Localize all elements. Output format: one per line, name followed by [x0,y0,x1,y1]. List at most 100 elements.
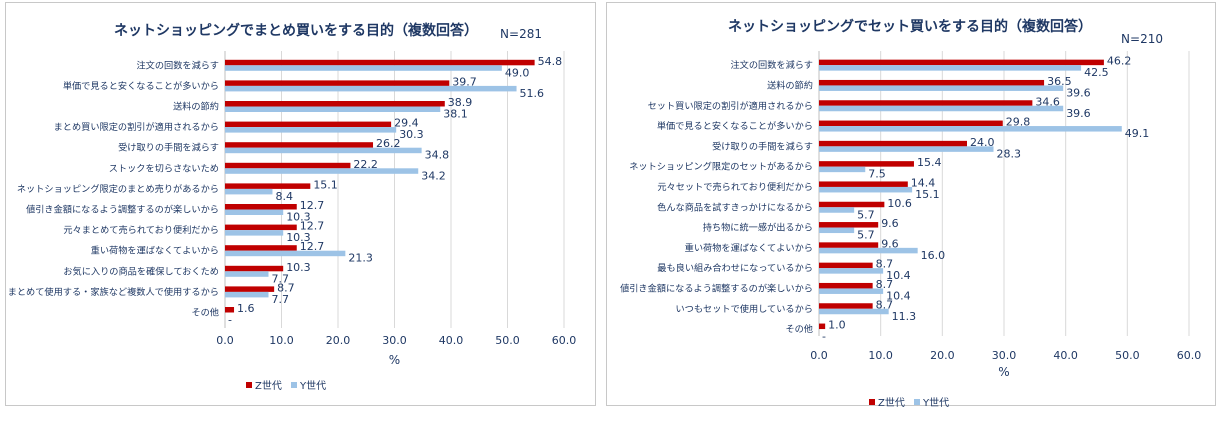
bar-y-generation [819,268,884,274]
value-label-y: 34.2 [421,169,446,182]
bar-z-generation [225,80,450,86]
x-axis-title: % [998,365,1009,379]
value-label-z: 22.2 [353,158,378,171]
bar-z-generation [225,307,235,313]
value-label-z: 54.8 [538,55,563,68]
value-label-z: 12.7 [300,240,325,253]
bar-y-generation [225,188,273,195]
x-tick-label: 30.0 [992,349,1017,362]
bar-z-generation [819,181,908,187]
value-label-y: 15.1 [915,188,940,201]
bar-y-generation [819,105,1064,112]
bar-z-generation [225,204,297,210]
value-label-y: 11.3 [892,310,917,323]
value-label-z: 29.4 [394,117,419,130]
x-axis-title: % [389,353,400,367]
x-tick-label: 20.0 [930,349,955,362]
bar-y-generation [225,230,284,236]
category-label: 持ち物に統一感が出るから [703,222,813,234]
x-tick-label: 60.0 [552,334,577,347]
bar-y-generation [819,65,1082,71]
category-label: 色んな商品を試すきっかけになるから [657,201,813,213]
value-label-z: 1.6 [237,302,255,315]
bar-z-generation [225,59,535,66]
x-tick-label: 30.0 [382,334,407,347]
category-label: まとめ買い限定の割引が適用されるから [54,121,219,133]
category-label: 注文の回数を減らす [730,59,813,71]
bar-z-generation [819,201,885,208]
category-label: 元々セットで売られており便利だから [657,181,813,193]
value-label-y: 10.3 [286,231,311,244]
category-label: 単価で見ると安くなることが多いから [657,120,813,132]
value-label-y: 10.4 [886,289,911,302]
bar-z-generation [819,79,1045,86]
chart-title: ネットショッピングでまとめ買いをする目的（複数回答） [114,22,478,39]
x-tick-label: 0.0 [810,349,828,362]
legend-swatch [246,382,252,388]
x-tick-label: 50.0 [1115,349,1140,362]
category-label: 重い荷物を運ばなくてよいから [685,242,813,254]
category-label: 最も良い組み合わせになっているから [657,262,813,274]
value-label-z: 39.7 [452,75,477,88]
value-label-z: 8.7 [876,298,894,311]
value-label-y: 38.1 [443,108,468,121]
bar-y-generation [225,168,419,174]
sample-size-note: N=210 [1121,32,1163,46]
category-label: 受け取りの手間を減らす [712,140,813,152]
legend-swatch [291,382,297,388]
value-label-y: 51.6 [520,87,545,100]
bar-y-generation [225,209,284,215]
value-label-z: 34.6 [1035,95,1060,108]
bar-z-generation [225,224,297,231]
value-label-z: 10.6 [887,197,912,210]
category-label: ネットショッピング限定のまとめ売りがあるから [17,183,219,195]
legend-label: Y世代 [299,380,326,392]
value-label-z: 14.4 [911,176,936,189]
value-label-y: 5.7 [857,208,875,221]
value-label-z: 26.2 [376,137,401,150]
legend-label: Z世代 [878,397,905,407]
bar-z-generation [819,222,879,228]
bar-z-generation [819,323,826,330]
bar-z-generation [819,100,1033,106]
bar-y-generation [819,227,855,234]
value-label-y: 10.3 [286,211,311,224]
value-label-z: 9.6 [881,217,899,230]
bar-y-generation [225,85,517,92]
bar-y-generation [819,166,866,173]
x-tick-label: 20.0 [326,334,351,347]
value-label-z: 8.7 [876,278,894,291]
chart-title: ネットショッピングでセット買いをする目的（複数回答） [728,18,1092,35]
value-label-y: 28.3 [997,147,1022,160]
bar-z-generation [819,120,1003,127]
value-label-z: 8.7 [876,258,894,271]
category-label: 値引き金額になるよう調整するのが楽しいから [620,282,813,294]
bar-z-generation [225,162,351,169]
x-tick-label: 10.0 [269,334,294,347]
bar-z-generation [225,121,392,128]
bar-z-generation [819,303,873,309]
legend-swatch [914,399,920,405]
category-label: 送料の節約 [173,101,219,113]
value-label-y: 49.0 [505,66,529,79]
x-tick-label: 0.0 [216,334,234,347]
value-label-z: 15.1 [313,178,338,191]
value-label-y: 7.7 [272,272,290,285]
value-label-y: 49.1 [1125,127,1150,140]
value-label-y: 42.5 [1084,66,1109,79]
value-label-y: 8.4 [275,190,293,203]
bar-y-generation [225,271,269,277]
category-label: 元々まとめて売られており便利だから [63,224,219,236]
value-label-y: 10.4 [886,269,911,282]
category-label: お気に入りの商品を確保しておくため [63,265,219,277]
chart-bulk-buying: ネットショッピングでまとめ買いをする目的（複数回答） N=281 0.0 10.0 20… [8,22,577,392]
value-label-y: 7.5 [868,168,886,181]
bar-y-generation [819,247,918,254]
value-label-y: 5.7 [857,229,875,242]
bar-z-generation [819,59,1104,66]
chart-panel-bulk-buying: ネットショッピングでまとめ買いをする目的（複数回答） N=281 0.0 10.0 20… [5,2,596,406]
bar-y-generation [225,106,441,112]
category-label: 注文の回数を減らす [136,59,219,71]
category-label: 値引き金額になるよう調整するのが楽しいから [26,204,219,216]
value-label-y: 39.6 [1066,107,1091,120]
